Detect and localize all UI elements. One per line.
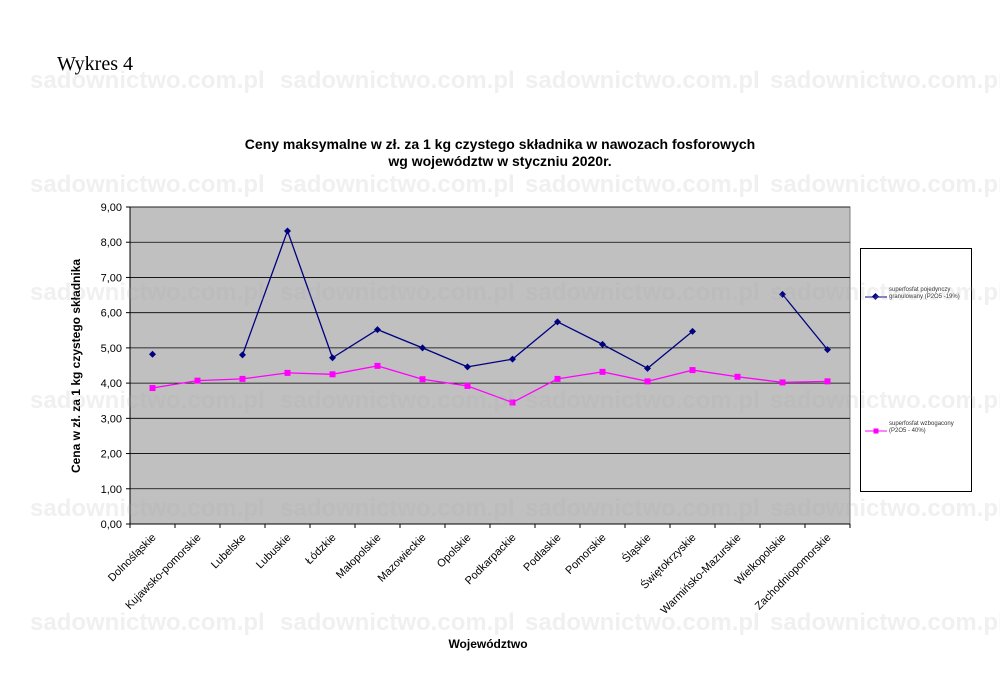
series-1-segment (781, 293, 829, 351)
series-2-segment (692, 369, 738, 378)
y-tick-label: 3,00 (101, 413, 122, 425)
x-tick-label: Podlaskie (521, 532, 563, 574)
series-2-point (824, 378, 831, 385)
series-2-segment (737, 376, 783, 384)
series-1-segment (286, 230, 334, 358)
series-2-point (374, 362, 381, 369)
y-tick-label: 8,00 (101, 237, 122, 249)
chart-title: Ceny maksymalne w zł. za 1 kg czystego s… (244, 136, 756, 152)
x-axis-title: Województwo (448, 637, 527, 651)
series-1-point (419, 344, 426, 352)
x-tick-label: Kujawsko-pomorskie (123, 532, 203, 612)
series-1-point (554, 318, 561, 326)
series-1-segment (512, 321, 558, 360)
series-2-point (644, 378, 651, 385)
x-tick-label: Zachodniopomorskie (753, 532, 834, 613)
y-axis-title: Cena w zł. za 1 kg czystego składnika (69, 259, 83, 473)
legend-entry-series-1: superfosfat pojedynczy granulowany (P2O5… (861, 287, 973, 331)
y-tick-label: 1,00 (101, 484, 122, 496)
x-tick-label: Lubuskie (254, 532, 294, 572)
series-2-point (554, 375, 561, 382)
series-1-segment (422, 347, 468, 368)
series-2-segment (422, 378, 468, 387)
legend: superfosfat pojedynczy granulowany (P2O5… (860, 248, 972, 492)
series-1-point (239, 351, 246, 359)
y-tick-label: 0,00 (101, 519, 122, 531)
series-1-segment (647, 330, 693, 369)
series-2-point (779, 379, 786, 386)
series-1-point (284, 227, 291, 235)
series-1-segment (557, 321, 603, 345)
series-1-segment (602, 343, 648, 369)
series-2-point (464, 382, 471, 389)
x-tick-label: Opolskie (435, 532, 474, 571)
series-2-point (194, 377, 201, 384)
series-2-point (599, 368, 606, 375)
series-2-segment (242, 372, 288, 380)
series-1-point (779, 290, 786, 298)
legend-label-series-1: superfosfat pojedynczy granulowany (P2O5… (889, 287, 960, 300)
series-2-segment (512, 378, 558, 404)
x-tick-label: Warmińsko-Mazurskie (658, 532, 743, 617)
series-2-segment (557, 371, 603, 380)
series-2-point (689, 367, 696, 374)
series-1-segment (377, 328, 423, 349)
series-1-point (644, 364, 651, 372)
series-1-point (149, 350, 156, 358)
series-2-point (284, 369, 291, 376)
series-2-point (734, 373, 741, 380)
series-1-point (374, 326, 381, 334)
legend-swatch-series-2 (865, 428, 887, 434)
x-tick-label: Łódzkie (303, 532, 338, 567)
series-1-point (329, 354, 336, 362)
series-1-point (464, 363, 471, 371)
y-tick-label: 2,00 (101, 449, 122, 461)
chart-subtitle: wg województw w styczniu 2020r. (388, 153, 612, 169)
plot-area (129, 206, 851, 525)
series-2-segment (602, 371, 648, 382)
series-1-segment (332, 329, 378, 359)
chart-title-block: Ceny maksymalne w zł. za 1 kg czystego s… (200, 136, 800, 170)
series-2-segment (647, 369, 693, 382)
x-tick-label: Małopolskie (334, 532, 384, 582)
y-tick-label: 4,00 (101, 378, 122, 390)
y-tick-label: 7,00 (101, 272, 122, 284)
series-2-segment (197, 378, 243, 382)
x-tick-label: Pomorskie (563, 532, 608, 577)
series-1-point (689, 327, 696, 335)
legend-entry-series-2: superfosfat wzbogacony (P2O5 - 40%) (861, 421, 973, 465)
y-tick-label: 9,00 (101, 202, 122, 214)
series-2-segment (782, 380, 828, 384)
x-tick-label: Śląskie (619, 531, 653, 565)
legend-swatch-series-1 (865, 293, 887, 301)
series-2-point (419, 376, 426, 383)
series-2-segment (287, 372, 333, 375)
y-tick-label: 6,00 (101, 308, 122, 320)
series-2-segment (152, 380, 198, 389)
x-tick-label: Mazowieckie (376, 532, 429, 585)
series-2-point (509, 399, 516, 406)
series-2-point (329, 371, 336, 378)
legend-label-series-2: superfosfat wzbogacony (P2O5 - 40%) (889, 421, 954, 434)
series-1-segment (467, 358, 513, 368)
y-tick-label: 5,00 (101, 343, 122, 355)
series-2-segment (332, 365, 378, 375)
page-label: Wykres 4 (57, 53, 133, 75)
series-2-segment (377, 365, 423, 380)
series-2-point (149, 385, 156, 392)
series-1-point (599, 340, 606, 348)
series-1-point (824, 346, 831, 354)
series-1-point (509, 355, 516, 363)
series-1-segment (241, 230, 289, 356)
series-2-point (239, 375, 246, 382)
series-2-segment (467, 385, 513, 404)
x-tick-label: Lubelske (209, 532, 249, 572)
